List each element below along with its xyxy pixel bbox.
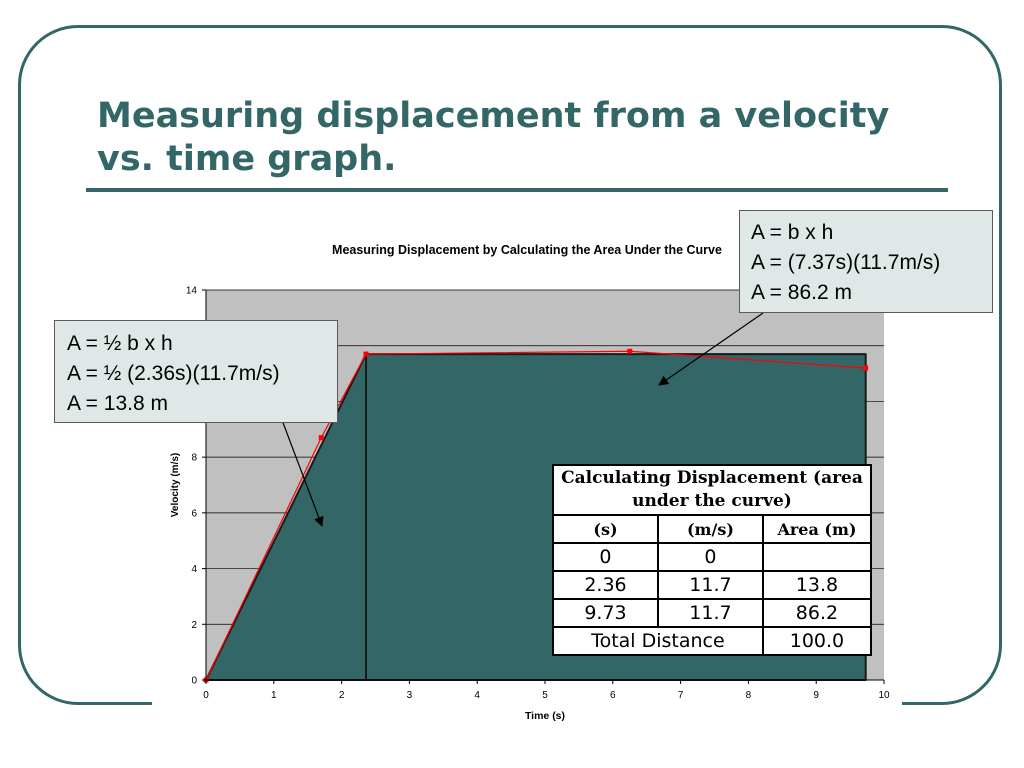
- rectangle-callout-line-2: A = (7.37s)(11.7m/s): [751, 251, 941, 274]
- arrow-to-rectangle: [658, 312, 764, 386]
- y-tick-label: 14: [186, 286, 198, 297]
- arrow-to-triangle: [281, 419, 324, 527]
- table-cell-time: 0: [554, 544, 657, 570]
- title-rule: [86, 188, 948, 192]
- y-axis-label: Velocity (m/s): [170, 453, 181, 517]
- x-tick-label: 7: [678, 690, 684, 701]
- table-cell-velocity: 0: [658, 544, 762, 570]
- table-cell-area: 13.8: [763, 572, 870, 598]
- table-row: 2.36 11.7 13.8: [554, 572, 870, 598]
- rectangle-callout-line-3: A = 86.2 m: [751, 281, 852, 304]
- x-tick-label: 2: [339, 690, 345, 701]
- table-total-row: Total Distance 100.0: [554, 628, 870, 654]
- y-tick-label: 8: [191, 453, 197, 464]
- table-header-velocity: (m/s): [658, 516, 762, 542]
- table-caption: Calculating Displacement (area under the…: [554, 466, 870, 514]
- data-point: [627, 348, 633, 354]
- chart-title: Measuring Displacement by Calculating th…: [332, 243, 722, 257]
- y-tick-label: 4: [191, 564, 197, 575]
- table-cell-area: [763, 544, 870, 570]
- slide-title: Measuring displacement from a velocity v…: [97, 96, 890, 179]
- table-total-label: Total Distance: [554, 628, 762, 654]
- frame-gap: [152, 700, 902, 714]
- y-tick-label: 0: [191, 676, 197, 687]
- table-header-area: Area (m): [763, 516, 870, 542]
- x-tick-label: 0: [203, 690, 209, 701]
- rectangle-callout-line-1: A = b x h: [751, 221, 834, 244]
- y-tick-label: 2: [191, 620, 197, 631]
- x-axis-label: Time (s): [525, 710, 565, 722]
- table-cell-velocity: 11.7: [658, 572, 762, 598]
- table-cell-velocity: 11.7: [658, 600, 762, 626]
- displacement-table: Calculating Displacement (area under the…: [552, 464, 872, 656]
- triangle-callout-line-1: A = ½ b x h: [67, 332, 173, 355]
- x-tick-label: 5: [542, 690, 548, 701]
- table-row: 9.73 11.7 86.2: [554, 600, 870, 626]
- x-tick-label: 9: [813, 690, 819, 701]
- x-tick-label: 3: [407, 690, 413, 701]
- x-tick-label: 1: [271, 690, 277, 701]
- table-cell-time: 2.36: [554, 572, 657, 598]
- triangle-callout-line-2: A = ½ (2.36s)(11.7m/s): [67, 362, 280, 385]
- x-tick-label: 4: [474, 690, 480, 701]
- triangle-area-callout: A = ½ b x h A = ½ (2.36s)(11.7m/s) A = 1…: [54, 320, 338, 423]
- triangle-callout-line-3: A = 13.8 m: [67, 392, 168, 415]
- rectangle-area-callout: A = b x h A = (7.37s)(11.7m/s) A = 86.2 …: [739, 210, 993, 313]
- x-tick-label: 8: [746, 690, 752, 701]
- table-row: 0 0: [554, 544, 870, 570]
- table-cell-time: 9.73: [554, 600, 657, 626]
- data-point: [363, 351, 369, 357]
- table-total-value: 100.0: [763, 628, 870, 654]
- data-point: [863, 365, 869, 371]
- y-tick-label: 6: [191, 508, 197, 519]
- table-cell-area: 86.2: [763, 600, 870, 626]
- data-point: [318, 435, 324, 441]
- x-tick-label: 6: [610, 690, 616, 701]
- table-header-time: (s): [554, 516, 657, 542]
- x-tick-label: 10: [878, 690, 890, 701]
